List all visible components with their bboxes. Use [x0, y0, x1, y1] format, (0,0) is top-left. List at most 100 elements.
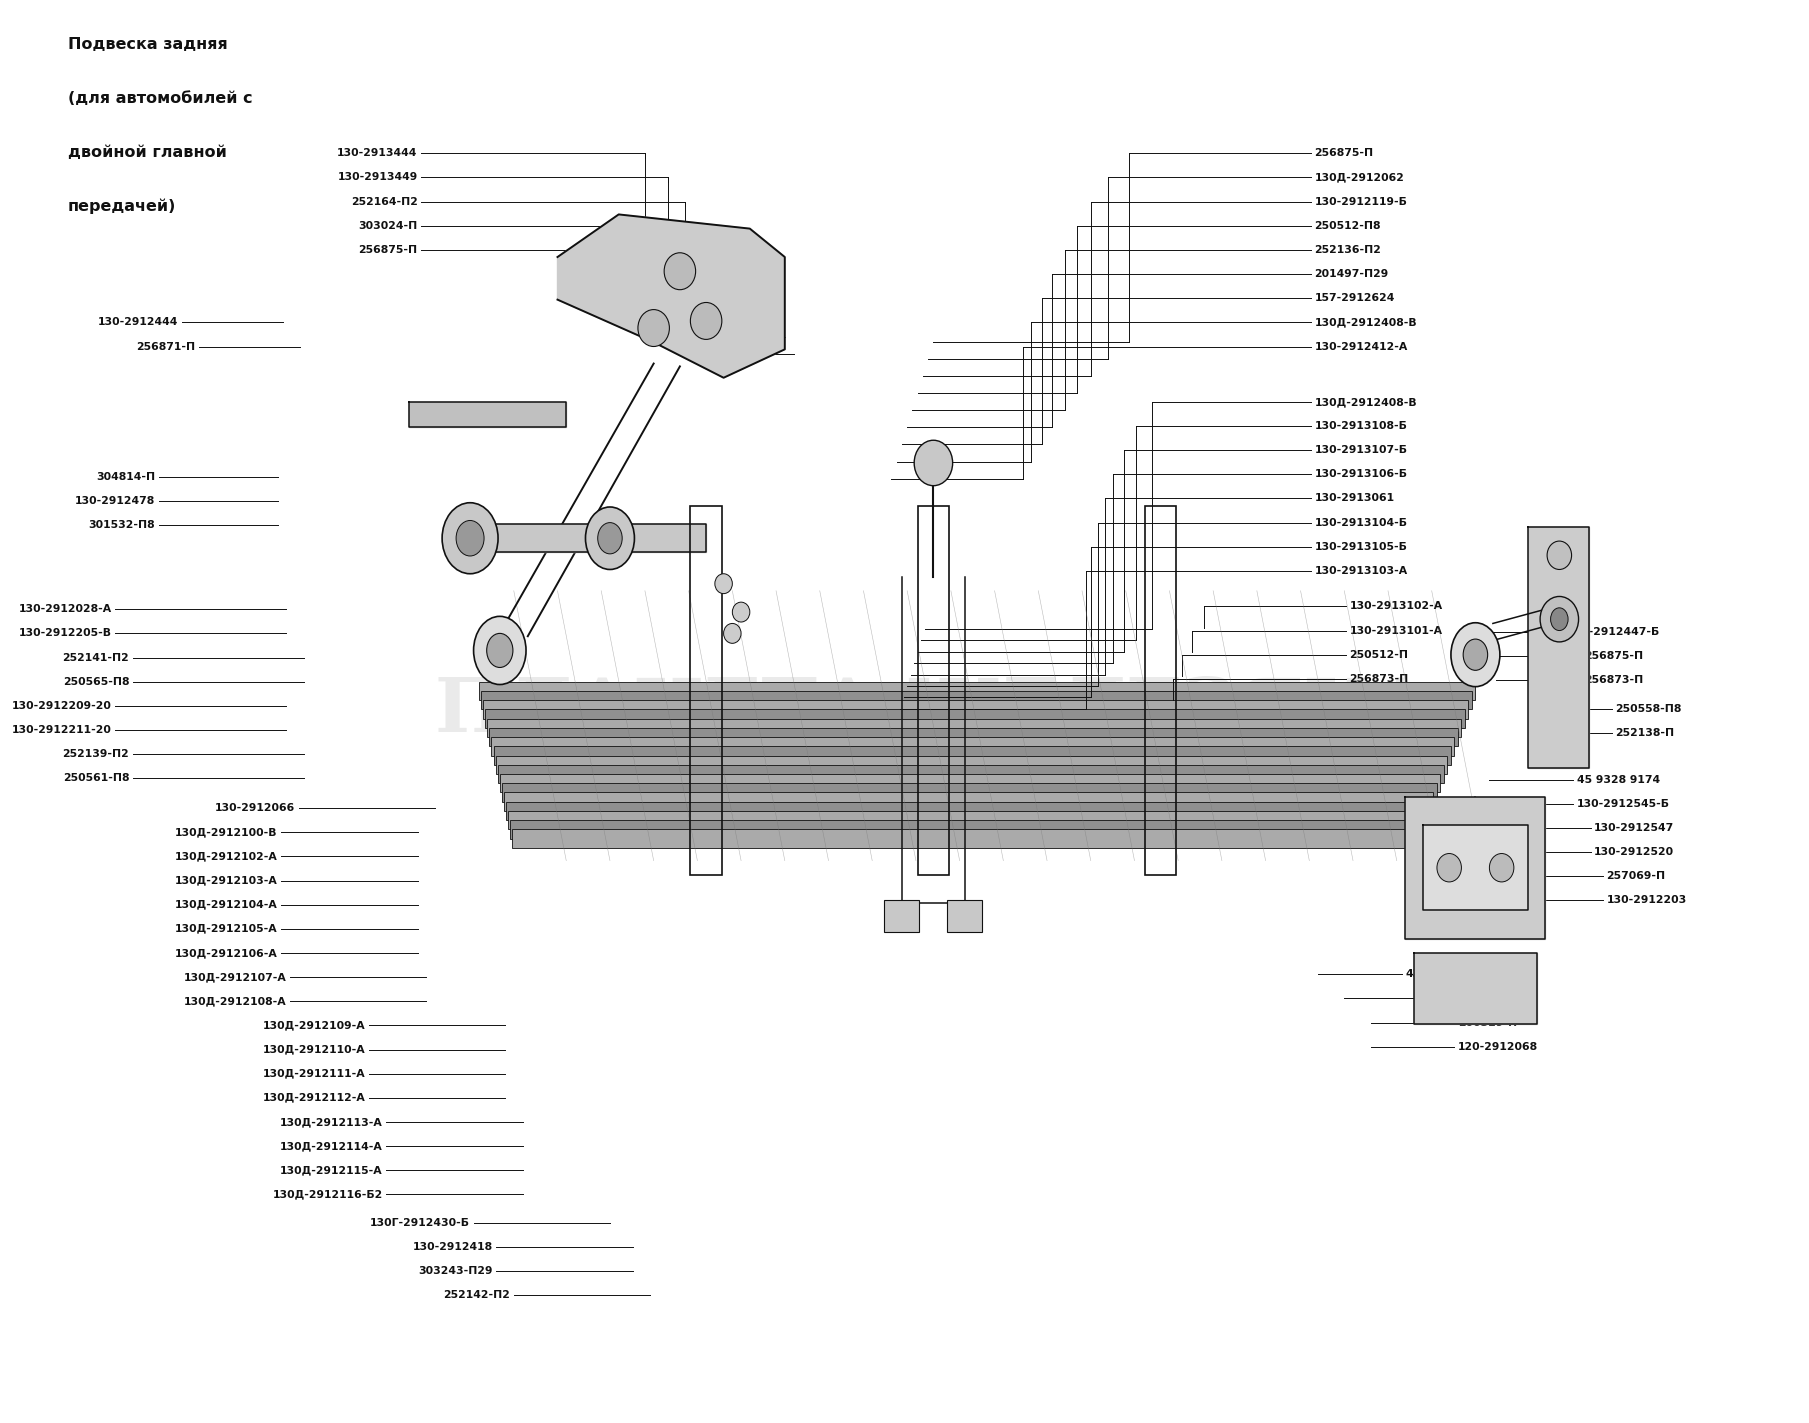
- Ellipse shape: [715, 573, 733, 593]
- Text: 130Д-2912115-А: 130Д-2912115-А: [280, 1165, 384, 1175]
- Text: 130-2913104-Б: 130-2913104-Б: [1315, 518, 1407, 528]
- FancyBboxPatch shape: [485, 710, 1465, 727]
- Ellipse shape: [1539, 596, 1579, 642]
- Ellipse shape: [487, 633, 514, 667]
- Ellipse shape: [691, 303, 722, 340]
- Text: Подвеска задняя: Подвеска задняя: [69, 37, 228, 51]
- FancyBboxPatch shape: [508, 811, 1427, 830]
- Text: 256871-П: 256871-П: [136, 342, 195, 351]
- Text: 130-2913106-Б: 130-2913106-Б: [1315, 470, 1407, 480]
- Ellipse shape: [639, 310, 669, 347]
- Text: 301532-П8: 301532-П8: [89, 521, 156, 531]
- Text: 120-2912068: 120-2912068: [1458, 1042, 1538, 1052]
- Text: 256873-П: 256873-П: [1350, 675, 1409, 684]
- Polygon shape: [1415, 953, 1536, 1025]
- Text: 130-2913444: 130-2913444: [336, 148, 418, 158]
- Text: 130-2912066: 130-2912066: [1431, 993, 1512, 1003]
- Ellipse shape: [597, 522, 622, 554]
- Text: 257069-П: 257069-П: [1606, 871, 1666, 881]
- Text: 250512-П: 250512-П: [1350, 650, 1409, 660]
- Text: 130-2912547: 130-2912547: [1594, 822, 1675, 832]
- Text: 130-2912211-20: 130-2912211-20: [13, 724, 112, 734]
- Ellipse shape: [586, 507, 635, 569]
- FancyBboxPatch shape: [512, 830, 1420, 848]
- Text: 157-2912624: 157-2912624: [1315, 293, 1395, 303]
- Text: 130-2912478: 130-2912478: [76, 497, 156, 507]
- Text: 130-2913108-Б: 130-2913108-Б: [1315, 421, 1407, 431]
- FancyBboxPatch shape: [499, 774, 1440, 793]
- Ellipse shape: [456, 521, 485, 556]
- Text: 130-2913061: 130-2913061: [1315, 494, 1395, 504]
- Ellipse shape: [664, 253, 696, 290]
- Text: 252164-П2: 252164-П2: [351, 196, 418, 206]
- Text: 130Д-2912109-А: 130Д-2912109-А: [262, 1020, 365, 1030]
- Text: 130Д-2912116-Б2: 130Д-2912116-Б2: [273, 1190, 384, 1200]
- Text: 130-2913105-Б: 130-2913105-Б: [1315, 542, 1407, 552]
- Ellipse shape: [1463, 639, 1487, 670]
- Text: 256873-П: 256873-П: [1585, 676, 1643, 686]
- FancyBboxPatch shape: [501, 783, 1436, 801]
- Text: 130-2913449: 130-2913449: [336, 172, 418, 182]
- Text: 250561-П8: 250561-П8: [63, 773, 128, 783]
- Text: передачей): передачей): [69, 199, 175, 215]
- Text: 130Д-2912107-А: 130Д-2912107-А: [185, 972, 286, 982]
- FancyBboxPatch shape: [510, 820, 1424, 838]
- Text: 130-2912205-В: 130-2912205-В: [18, 629, 112, 639]
- FancyBboxPatch shape: [948, 901, 982, 932]
- Text: 130Г-2912430-Б: 130Г-2912430-Б: [371, 1218, 470, 1228]
- Text: 130Д-2912112-А: 130Д-2912112-А: [262, 1093, 365, 1103]
- Text: 252142-П2: 252142-П2: [443, 1291, 510, 1301]
- Ellipse shape: [1550, 608, 1568, 630]
- FancyBboxPatch shape: [479, 682, 1476, 700]
- Text: 130Д-2912114-А: 130Д-2912114-А: [280, 1141, 384, 1151]
- Polygon shape: [461, 524, 706, 552]
- Text: 130-2912412-А: 130-2912412-А: [1315, 342, 1407, 351]
- Text: 45 9328 9174: 45 9328 9174: [1577, 774, 1661, 784]
- Polygon shape: [1406, 797, 1545, 939]
- Text: (для автомобилей с: (для автомобилей с: [69, 91, 253, 105]
- Polygon shape: [1424, 825, 1529, 911]
- Text: 200329-П: 200329-П: [1458, 1017, 1518, 1027]
- Text: 250558-П8: 250558-П8: [1615, 703, 1682, 714]
- Text: 256875-П: 256875-П: [1585, 652, 1643, 662]
- Ellipse shape: [724, 623, 742, 643]
- Text: 130Д-2912110-А: 130Д-2912110-А: [262, 1044, 365, 1054]
- Text: 130Д-2912106-А: 130Д-2912106-А: [175, 948, 279, 958]
- Text: 252141-П2: 252141-П2: [62, 653, 128, 663]
- Text: 130Д-2912105-А: 130Д-2912105-А: [175, 924, 279, 933]
- Ellipse shape: [914, 440, 953, 485]
- Text: 130-2912418: 130-2912418: [412, 1242, 492, 1252]
- Ellipse shape: [441, 502, 497, 573]
- Text: 130Д-2912100-В: 130Д-2912100-В: [175, 827, 279, 837]
- Polygon shape: [409, 401, 566, 427]
- Text: 130Д-2912408-В: 130Д-2912408-В: [1315, 397, 1416, 407]
- Text: 130-2913102-А: 130-2913102-А: [1350, 602, 1442, 612]
- Text: 130-2912209-20: 130-2912209-20: [13, 700, 112, 712]
- Text: 130-2912066: 130-2912066: [215, 803, 295, 813]
- Text: 130-2913107-Б: 130-2913107-Б: [1315, 445, 1407, 455]
- Text: 252136-П2: 252136-П2: [1315, 245, 1382, 255]
- Ellipse shape: [733, 602, 749, 622]
- FancyBboxPatch shape: [885, 901, 919, 932]
- Text: 256875-П: 256875-П: [1315, 148, 1373, 158]
- Text: 256875-П: 256875-П: [358, 245, 418, 255]
- Text: 130-2912444: 130-2912444: [98, 317, 177, 327]
- FancyBboxPatch shape: [496, 756, 1447, 774]
- FancyBboxPatch shape: [505, 793, 1433, 811]
- Text: 130-2912447-Б: 130-2912447-Б: [1567, 628, 1659, 638]
- Ellipse shape: [1451, 623, 1500, 687]
- FancyBboxPatch shape: [507, 801, 1429, 820]
- FancyBboxPatch shape: [481, 692, 1473, 710]
- Text: 130Д-2912104-А: 130Д-2912104-А: [175, 899, 279, 909]
- Text: 431410-2912487: 431410-2912487: [1406, 969, 1509, 979]
- Text: 252139-П2: 252139-П2: [62, 748, 128, 758]
- Text: 130-2913103-А: 130-2913103-А: [1315, 566, 1407, 576]
- FancyBboxPatch shape: [488, 727, 1458, 746]
- Text: 130Д-2912103-А: 130Д-2912103-А: [175, 875, 279, 885]
- Text: 250565-П8: 250565-П8: [63, 677, 128, 687]
- Polygon shape: [1529, 527, 1588, 768]
- Ellipse shape: [1489, 854, 1514, 882]
- FancyBboxPatch shape: [483, 700, 1469, 719]
- FancyBboxPatch shape: [494, 746, 1451, 764]
- Text: ПЛАНЕТА ЖЕЛЕЗЯКА: ПЛАНЕТА ЖЕЛЕЗЯКА: [434, 675, 1433, 748]
